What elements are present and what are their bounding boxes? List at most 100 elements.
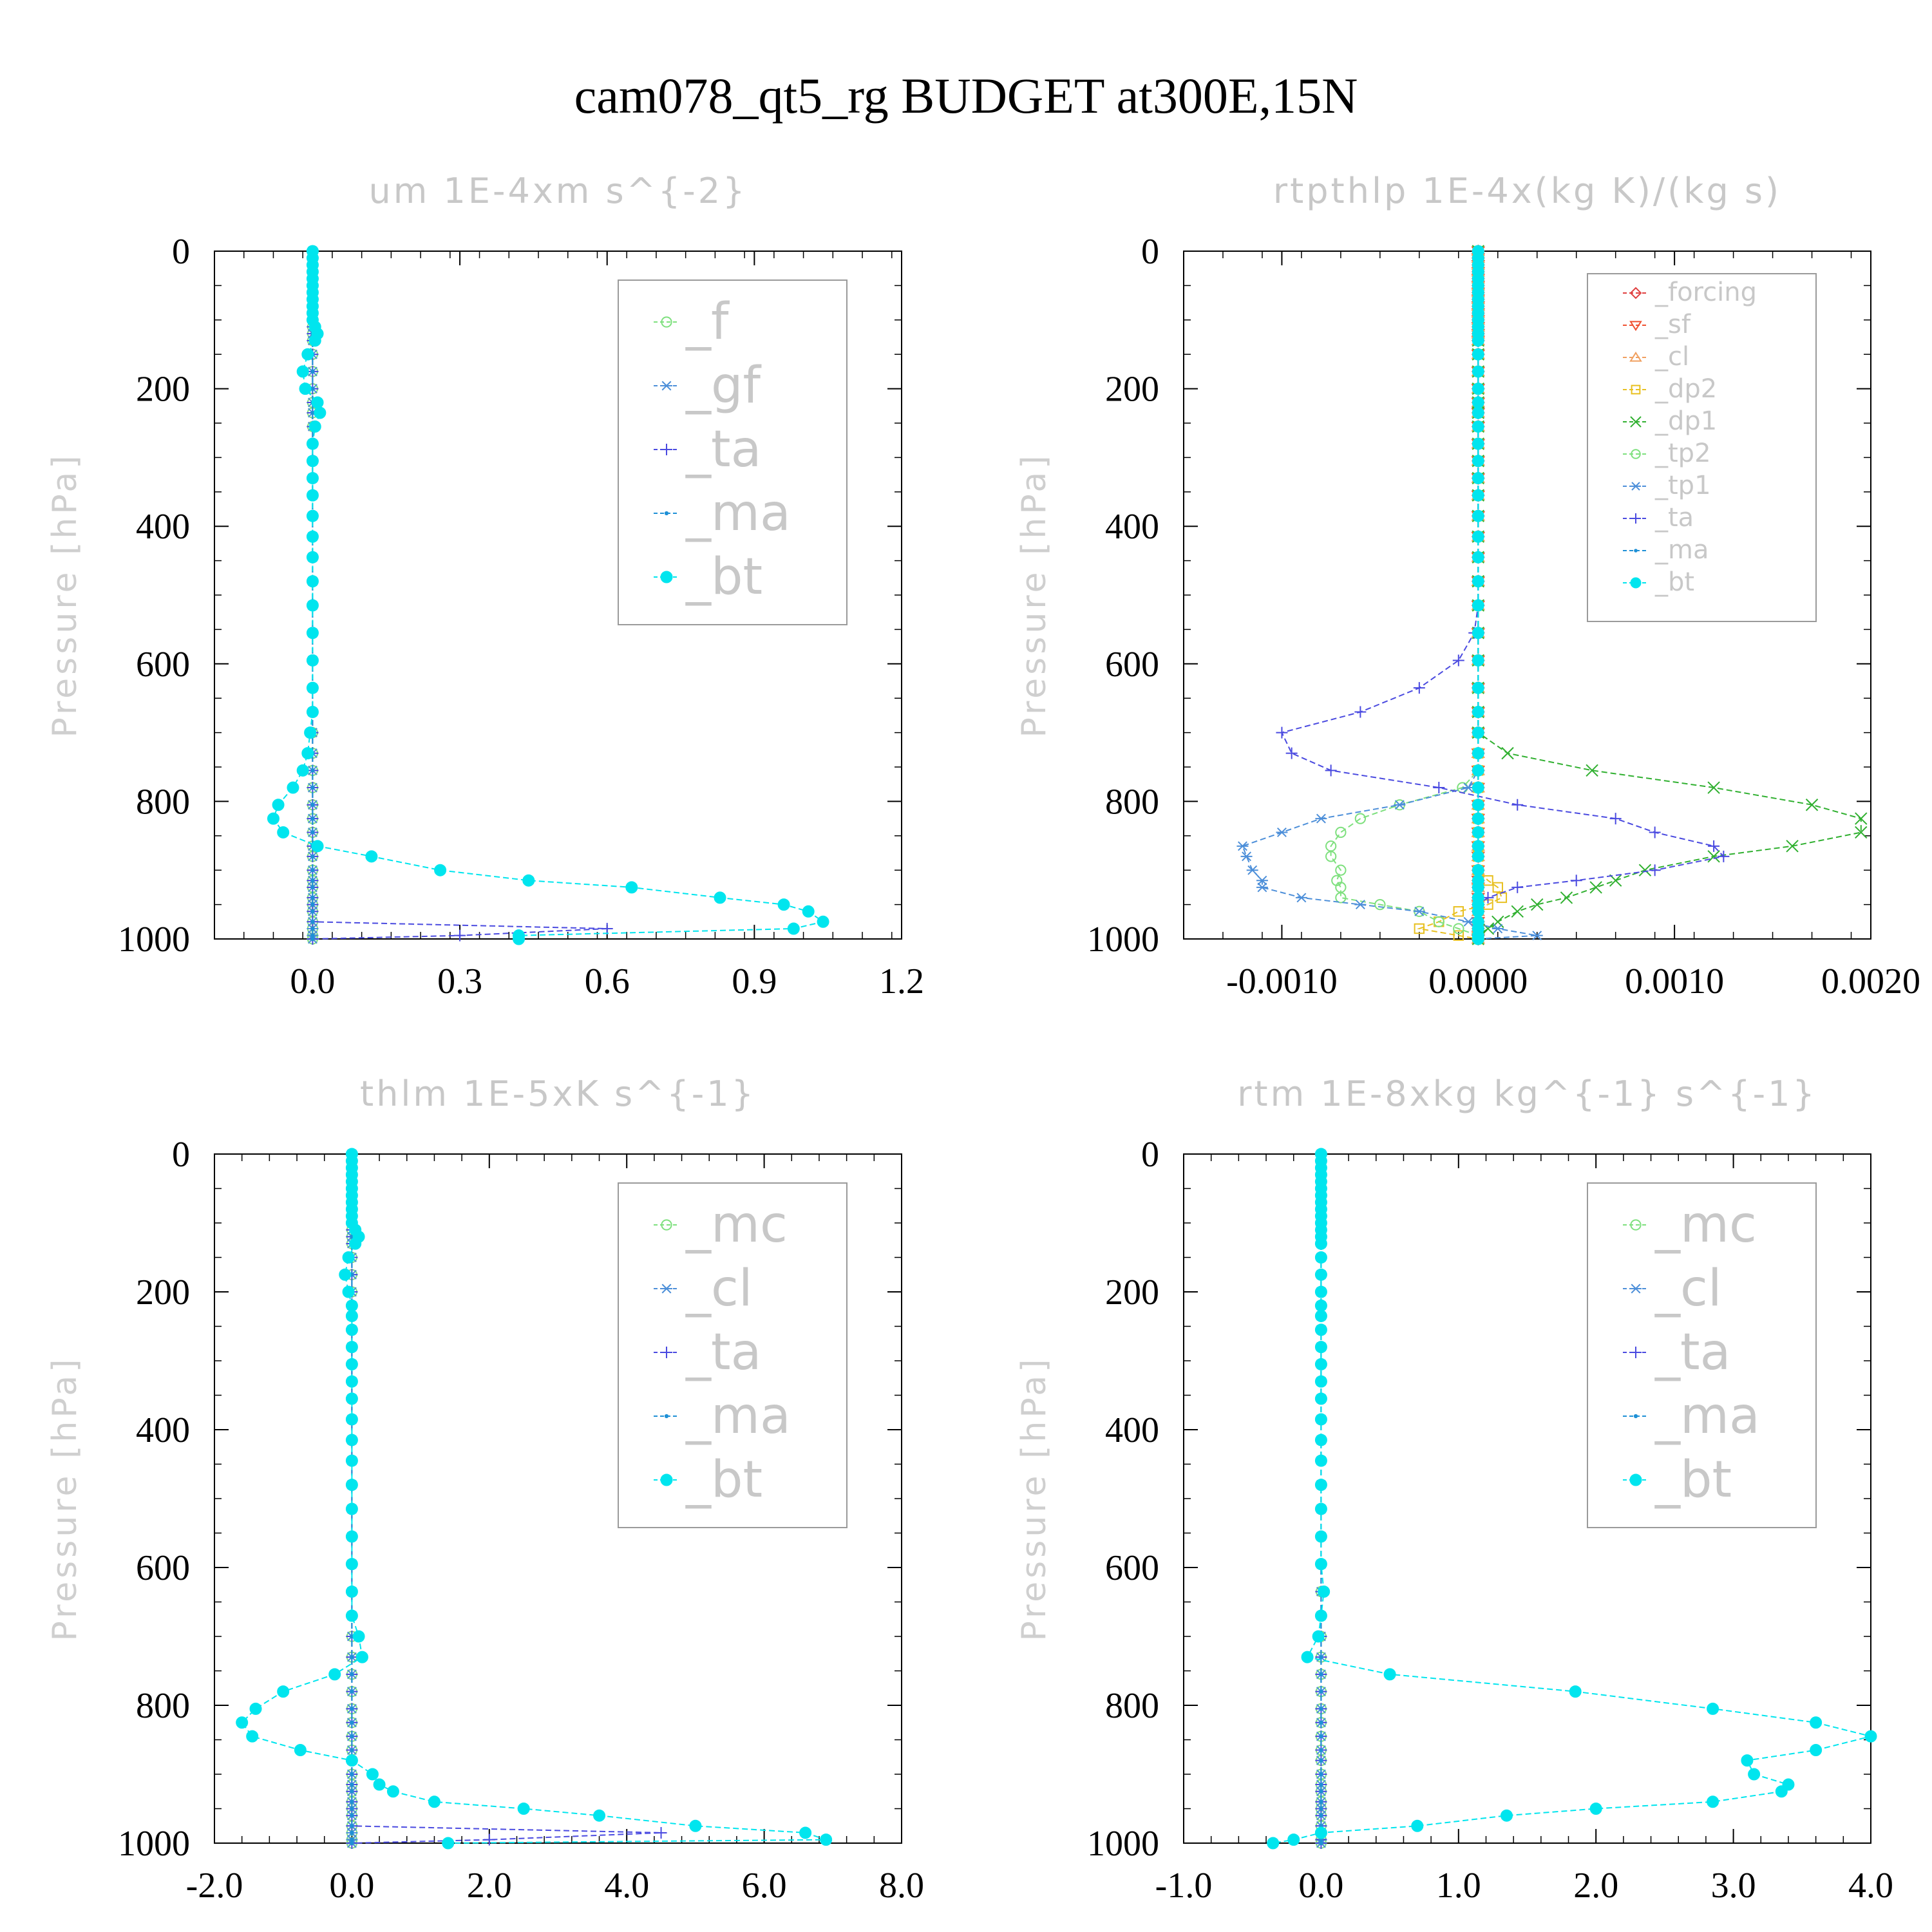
data-point: [1472, 881, 1484, 894]
data-point: [1319, 1814, 1323, 1818]
data-point: [1560, 891, 1573, 904]
data-point: [1609, 813, 1622, 825]
data-point: [1319, 1748, 1323, 1752]
data-point: [1472, 864, 1484, 876]
figure-title: cam078_qt5_rg BUDGET at300E,15N: [574, 68, 1358, 124]
data-point: [345, 1358, 358, 1370]
data-point: [1855, 812, 1868, 825]
data-point: [350, 1748, 354, 1752]
data-point: [311, 396, 324, 409]
legend-label: _cl: [1654, 342, 1689, 372]
data-point: [1314, 1609, 1327, 1622]
y-tick-label: 600: [1105, 645, 1159, 685]
x-tick-label: 0.0010: [1625, 961, 1724, 1001]
data-point: [1649, 864, 1661, 876]
legend-label: _dp2: [1654, 374, 1717, 404]
y-tick-label: 600: [136, 645, 190, 685]
data-point: [1531, 898, 1544, 911]
data-point: [345, 1558, 358, 1571]
data-point: [1433, 916, 1444, 927]
legend-label: _f: [685, 293, 730, 351]
legend-marker: [1629, 287, 1642, 299]
data-point: [1287, 1833, 1300, 1846]
data-point: [1586, 764, 1598, 777]
data-point: [1314, 1341, 1327, 1354]
legend-marker: [664, 1414, 669, 1419]
data-point: [1492, 923, 1504, 934]
legend-marker: [1631, 513, 1641, 524]
y-tick-label: 200: [1105, 370, 1159, 410]
data-point: [1707, 1795, 1719, 1808]
legend-marker: [1630, 1219, 1642, 1231]
data-point: [1609, 874, 1622, 887]
y-tick-label: 600: [1105, 1548, 1159, 1588]
data-point: [1325, 764, 1337, 777]
legend-marker: [1634, 549, 1638, 553]
y-axis-label: Pressure [hPa]: [1015, 1356, 1054, 1642]
legend-label: _ma: [1654, 535, 1709, 565]
series-line: [1416, 251, 1503, 940]
data-point: [1472, 627, 1484, 639]
data-point: [345, 1502, 358, 1515]
data-point: [345, 1323, 358, 1336]
data-point: [1256, 882, 1268, 893]
data-point: [310, 830, 315, 835]
data-point: [1236, 841, 1249, 851]
legend-marker: [660, 571, 673, 583]
legend-box: [618, 1182, 848, 1528]
data-point: [1301, 1651, 1314, 1663]
data-point: [1319, 1841, 1323, 1846]
y-tick-label: 1000: [118, 920, 190, 960]
data-point: [350, 1672, 354, 1677]
data-point: [1319, 1806, 1323, 1811]
legend-box: [1587, 273, 1817, 622]
data-point: [1319, 1672, 1323, 1677]
legend-label: _ta: [1654, 1323, 1730, 1381]
x-tick-label: 0.0: [290, 961, 335, 1001]
data-point: [345, 1585, 358, 1598]
x-tick-label: 6.0: [742, 1866, 787, 1906]
data-point: [1472, 455, 1484, 468]
data-point: [1354, 706, 1367, 718]
data-point: [267, 812, 279, 825]
data-point: [1472, 781, 1484, 794]
y-tick-label: 400: [1105, 507, 1159, 547]
data-point: [342, 1251, 355, 1264]
legend-marker: [1629, 1473, 1642, 1486]
y-tick-label: 400: [1105, 1410, 1159, 1450]
data-point: [310, 902, 315, 907]
data-point: [1276, 726, 1288, 739]
data-point: [1315, 813, 1327, 824]
data-point: [1511, 905, 1524, 918]
data-point: [655, 1826, 667, 1839]
data-point: [1472, 471, 1484, 484]
data-point: [249, 1702, 262, 1715]
data-point: [350, 1720, 354, 1725]
chart-panel-1: um 1E-4xm s^{-2} Pressure [hPa] 0 200 400 600…: [46, 171, 924, 1001]
data-point: [308, 420, 321, 433]
x-tick-label: 0.9: [732, 961, 777, 1001]
data-point: [483, 1833, 495, 1846]
legend-label: _cl: [1654, 1260, 1722, 1318]
y-tick-label: 200: [1105, 1273, 1159, 1312]
legend-marker: [1629, 321, 1642, 332]
series-bt: [236, 1148, 833, 1850]
data-point: [339, 1268, 352, 1281]
legend-marker: [1630, 416, 1642, 428]
data-point: [350, 1772, 354, 1777]
data-point: [301, 747, 314, 760]
data-point: [1335, 892, 1347, 904]
data-point: [1413, 906, 1425, 916]
legend-marker: [1631, 384, 1641, 395]
data-point: [1472, 365, 1484, 378]
x-tick-label: 4.0: [604, 1866, 649, 1906]
data-point: [1354, 813, 1367, 824]
data-point: [1707, 1702, 1719, 1715]
legend-label: _forcing: [1654, 278, 1757, 307]
data-point: [1707, 850, 1720, 863]
data-point: [601, 922, 613, 934]
data-point: [1414, 923, 1425, 934]
data-point: [236, 1716, 249, 1729]
series-line: [312, 251, 607, 940]
legend-label: _ta: [685, 421, 761, 478]
